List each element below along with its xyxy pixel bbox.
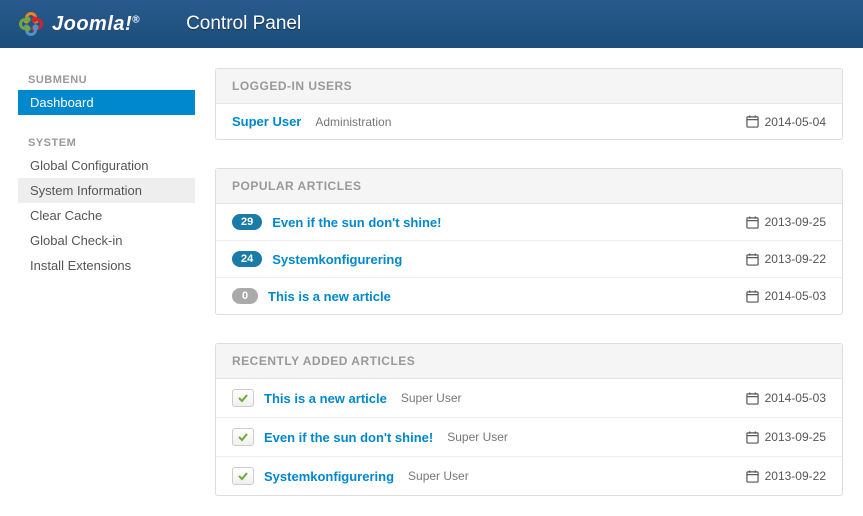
calendar-icon bbox=[746, 431, 759, 444]
date-text: 2014-05-03 bbox=[765, 289, 826, 303]
article-row: 0 This is a new article 2014-05-03 bbox=[216, 278, 842, 314]
calendar-icon bbox=[746, 392, 759, 405]
sidebar-section-submenu: SUBMENU bbox=[18, 68, 195, 90]
check-icon bbox=[237, 431, 249, 443]
article-link[interactable]: Even if the sun don't shine! bbox=[264, 430, 433, 445]
app-header: Joomla!® Control Panel bbox=[0, 0, 863, 48]
article-author: Super User bbox=[447, 430, 508, 444]
published-badge[interactable] bbox=[232, 389, 254, 407]
article-link[interactable]: Systemkonfigurering bbox=[272, 252, 402, 267]
date-text: 2014-05-03 bbox=[765, 391, 826, 405]
joomla-icon bbox=[16, 9, 46, 39]
published-badge[interactable] bbox=[232, 428, 254, 446]
user-link[interactable]: Super User bbox=[232, 114, 301, 129]
article-author: Super User bbox=[408, 469, 469, 483]
article-author: Super User bbox=[401, 391, 462, 405]
sidebar-item-system-information[interactable]: System Information bbox=[18, 178, 195, 203]
date-text: 2013-09-22 bbox=[765, 252, 826, 266]
hit-count-badge: 29 bbox=[232, 214, 262, 230]
sidebar-item-clear-cache[interactable]: Clear Cache bbox=[18, 203, 195, 228]
article-row: This is a new article Super User 2014-05… bbox=[216, 379, 842, 418]
article-row: Even if the sun don't shine! Super User … bbox=[216, 418, 842, 457]
article-link[interactable]: Systemkonfigurering bbox=[264, 469, 394, 484]
published-badge[interactable] bbox=[232, 467, 254, 485]
sidebar-section-system: SYSTEM bbox=[18, 131, 195, 153]
row-date: 2014-05-04 bbox=[746, 115, 826, 129]
article-link[interactable]: Even if the sun don't shine! bbox=[272, 215, 441, 230]
panel-recent-articles: RECENTLY ADDED ARTICLES This is a new ar… bbox=[215, 343, 843, 496]
row-date: 2014-05-03 bbox=[746, 391, 826, 405]
article-row: Systemkonfigurering Super User 2013-09-2… bbox=[216, 457, 842, 495]
date-text: 2013-09-25 bbox=[765, 215, 826, 229]
row-date: 2013-09-22 bbox=[746, 252, 826, 266]
user-location: Administration bbox=[315, 115, 391, 129]
panel-popular-articles: POPULAR ARTICLES 29 Even if the sun don'… bbox=[215, 168, 843, 315]
panel-header: POPULAR ARTICLES bbox=[216, 169, 842, 204]
panel-header: RECENTLY ADDED ARTICLES bbox=[216, 344, 842, 379]
article-link[interactable]: This is a new article bbox=[264, 391, 387, 406]
row-date: 2013-09-22 bbox=[746, 469, 826, 483]
brand-text: Joomla!® bbox=[52, 13, 140, 36]
article-row: 29 Even if the sun don't shine! 2013-09-… bbox=[216, 204, 842, 241]
page-title: Control Panel bbox=[186, 13, 301, 35]
panel-logged-in-users: LOGGED-IN USERS Super User Administratio… bbox=[215, 68, 843, 140]
check-icon bbox=[237, 470, 249, 482]
calendar-icon bbox=[746, 253, 759, 266]
sidebar-item-dashboard[interactable]: Dashboard bbox=[18, 90, 195, 115]
logged-in-row: Super User Administration 2014-05-04 bbox=[216, 104, 842, 139]
date-text: 2013-09-25 bbox=[765, 430, 826, 444]
article-row: 24 Systemkonfigurering 2013-09-22 bbox=[216, 241, 842, 278]
calendar-icon bbox=[746, 115, 759, 128]
check-icon bbox=[237, 392, 249, 404]
calendar-icon bbox=[746, 216, 759, 229]
sidebar-item-global-configuration[interactable]: Global Configuration bbox=[18, 153, 195, 178]
hit-count-badge: 24 bbox=[232, 251, 262, 267]
sidebar-item-install-extensions[interactable]: Install Extensions bbox=[18, 253, 195, 278]
calendar-icon bbox=[746, 290, 759, 303]
row-date: 2013-09-25 bbox=[746, 215, 826, 229]
calendar-icon bbox=[746, 470, 759, 483]
panel-header: LOGGED-IN USERS bbox=[216, 69, 842, 104]
row-date: 2014-05-03 bbox=[746, 289, 826, 303]
sidebar: SUBMENU Dashboard SYSTEM Global Configur… bbox=[0, 68, 195, 496]
sidebar-item-global-checkin[interactable]: Global Check-in bbox=[18, 228, 195, 253]
date-text: 2013-09-22 bbox=[765, 469, 826, 483]
main-content: LOGGED-IN USERS Super User Administratio… bbox=[215, 68, 843, 496]
article-link[interactable]: This is a new article bbox=[268, 289, 391, 304]
row-date: 2013-09-25 bbox=[746, 430, 826, 444]
hit-count-badge: 0 bbox=[232, 288, 258, 304]
brand-logo[interactable]: Joomla!® bbox=[16, 9, 140, 39]
date-text: 2014-05-04 bbox=[765, 115, 826, 129]
